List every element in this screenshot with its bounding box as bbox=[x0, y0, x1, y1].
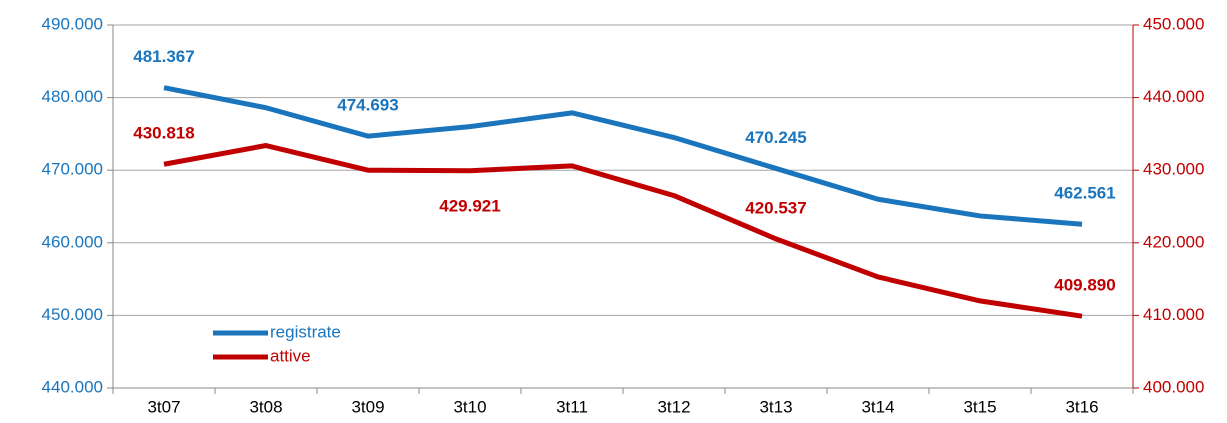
y-tick-label: 460.000 bbox=[42, 232, 103, 251]
x-tick-label: 3t13 bbox=[759, 397, 792, 416]
y2-tick-label: 420.000 bbox=[1143, 232, 1204, 251]
x-tick-label: 3t12 bbox=[657, 397, 690, 416]
legend-label: attive bbox=[270, 346, 311, 365]
x-tick-label: 3t09 bbox=[351, 397, 384, 416]
y-tick-label: 440.000 bbox=[42, 377, 103, 396]
y2-tick-label: 400.000 bbox=[1143, 377, 1204, 396]
data-label: 474.693 bbox=[337, 96, 398, 115]
y2-tick-label: 430.000 bbox=[1143, 160, 1204, 179]
series-line bbox=[163, 143, 1083, 319]
y-tick-label: 490.000 bbox=[42, 14, 103, 33]
x-tick-label: 3t16 bbox=[1065, 397, 1098, 416]
y2-tick-label: 410.000 bbox=[1143, 305, 1204, 324]
x-tick-label: 3t14 bbox=[861, 397, 894, 416]
legend-label: registrate bbox=[270, 322, 341, 341]
data-label: 470.245 bbox=[745, 128, 806, 147]
y-tick-label: 450.000 bbox=[42, 305, 103, 324]
x-tick-label: 3t11 bbox=[556, 397, 588, 416]
data-label: 429.921 bbox=[439, 196, 500, 215]
data-label: 481.367 bbox=[133, 47, 194, 66]
data-label: 462.561 bbox=[1054, 184, 1115, 203]
data-label: 409.890 bbox=[1054, 276, 1115, 295]
y-tick-label: 470.000 bbox=[42, 160, 103, 179]
data-label: 420.537 bbox=[745, 198, 806, 217]
x-tick-label: 3t10 bbox=[453, 397, 486, 416]
y-tick-label: 480.000 bbox=[42, 87, 103, 106]
y2-tick-label: 440.000 bbox=[1143, 87, 1204, 106]
x-tick-label: 3t07 bbox=[147, 397, 180, 416]
y2-tick-label: 450.000 bbox=[1143, 14, 1204, 33]
x-tick-label: 3t08 bbox=[249, 397, 282, 416]
x-tick-label: 3t15 bbox=[963, 397, 996, 416]
data-label: 430.818 bbox=[133, 124, 194, 143]
series-line bbox=[163, 85, 1083, 227]
